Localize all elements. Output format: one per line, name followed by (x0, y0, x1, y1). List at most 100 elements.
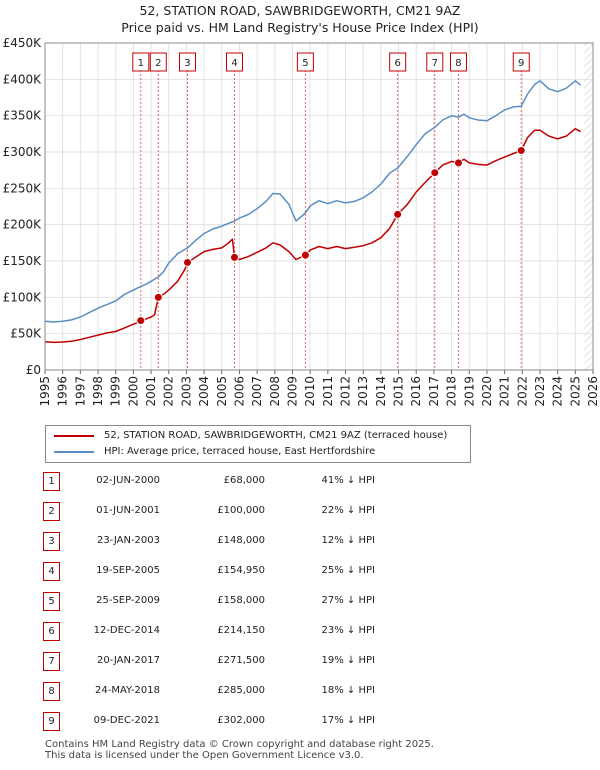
grid (44, 42, 594, 371)
sale-number: 2 (43, 502, 60, 521)
sale-price: £271,500 (217, 655, 265, 666)
sale-2-label-box (149, 52, 167, 72)
axes: £0 £50K £100K £150K £200K £250K £300K £350K £400… (3, 36, 600, 407)
future-hatch-area (584, 43, 593, 370)
x-tick-label: 2007 (250, 376, 264, 407)
sale-date: 23-JAN-2003 (96, 535, 160, 546)
x-tick-label: 2019 (462, 376, 476, 407)
y-tick-label: £450K (3, 36, 43, 50)
x-tick-label: 2020 (480, 376, 494, 407)
x-tick-label: 2015 (392, 376, 406, 407)
sale-number: 7 (43, 652, 60, 671)
sale-8-label: 8 (449, 52, 467, 72)
chart-title: 52, STATION ROAD, SAWBRIDGEWORTH, CM21 9… (0, 2, 600, 36)
sale-hpi-diff: 12% ↓ HPI (321, 535, 375, 546)
sale-3-label-text: 3 (184, 58, 190, 69)
sale-hpi-diff: 25% ↓ HPI (321, 565, 375, 576)
sale-5-label-box (296, 52, 314, 72)
x-tick-label: 2016 (409, 376, 423, 407)
legend-property-label: 52, STATION ROAD, SAWBRIDGEWORTH, CM21 9… (104, 430, 448, 441)
sale-hpi-diff: 17% ↓ HPI (321, 715, 375, 726)
sale-9-label: 9 (512, 52, 530, 72)
sale-price: £285,000 (217, 685, 265, 696)
sale-hpi-diff: 41% ↓ HPI (321, 475, 375, 486)
x-tick-label: 2008 (268, 376, 282, 407)
x-tick-label: 1996 (56, 376, 70, 407)
sale-6-marker (393, 209, 403, 219)
y-tick-label: £50K (10, 327, 42, 341)
footer-licence: This data is licensed under the Open Gov… (45, 750, 364, 761)
legend-property-swatch (54, 435, 94, 437)
sale-row: 6 12-DEC-2014 £214,150 23% ↓ HPI (0, 622, 600, 642)
x-tick-label: 2003 (179, 376, 193, 407)
title-address: 52, STATION ROAD, SAWBRIDGEWORTH, CM21 9… (139, 3, 461, 18)
sale-6-label-text: 6 (394, 58, 400, 69)
x-tick-label: 1998 (91, 376, 105, 407)
sale-7-label-text: 7 (432, 58, 438, 69)
sale-number: 4 (43, 562, 60, 581)
x-tick-label: 2006 (232, 376, 246, 407)
sale-row: 5 25-SEP-2009 £158,000 27% ↓ HPI (0, 592, 600, 612)
x-tick-label: 2014 (374, 376, 388, 407)
footer: Contains HM Land Registry data © Crown c… (45, 739, 434, 761)
x-tick-label: 2009 (285, 376, 299, 407)
sale-9-label-text: 9 (518, 58, 524, 69)
sale-row: 7 20-JAN-2017 £271,500 19% ↓ HPI (0, 652, 600, 672)
x-tick-label: 2011 (321, 376, 335, 407)
x-tick-label: 2018 (445, 376, 459, 407)
x-tick-label: 2021 (498, 376, 512, 407)
sale-price: £154,950 (217, 565, 265, 576)
sale-2-label-text: 2 (155, 58, 161, 69)
footer-copyright: Contains HM Land Registry data © Crown c… (45, 739, 434, 750)
x-tick-label: 2025 (568, 376, 582, 407)
sale-number: 1 (43, 472, 60, 491)
sale-date: 02-JUN-2000 (96, 475, 160, 486)
y-tick-label: £0 (26, 363, 41, 377)
sale-5-label-text: 5 (302, 58, 308, 69)
sale-hpi-diff: 19% ↓ HPI (321, 655, 375, 666)
sale-6-label: 6 (389, 52, 407, 72)
sale-date: 01-JUN-2001 (96, 505, 160, 516)
x-tick-label: 2005 (215, 376, 229, 407)
y-tick-label: £200K (3, 218, 43, 232)
sale-price: £68,000 (223, 475, 265, 486)
sale-hpi-diff: 22% ↓ HPI (321, 505, 375, 516)
sale-4-label: 4 (226, 52, 244, 72)
y-tick-label: £350K (3, 109, 43, 123)
sale-5-label: 5 (296, 52, 314, 72)
sale-7-label-box (426, 52, 444, 72)
sale-row: 9 09-DEC-2021 £302,000 17% ↓ HPI (0, 712, 600, 732)
sale-price: £158,000 (217, 595, 265, 606)
sale-date: 12-DEC-2014 (93, 625, 160, 636)
x-tick-label: 1999 (109, 376, 123, 407)
y-tick-label: £150K (3, 254, 43, 268)
sale-8-label-box (449, 52, 467, 72)
sale-2-label: 2 (149, 52, 167, 72)
x-tick-label: 2000 (126, 376, 140, 407)
sale-number: 3 (43, 532, 60, 551)
x-tick-label: 2010 (303, 376, 317, 407)
hpi-line (44, 80, 582, 323)
sale-price: £148,000 (217, 535, 265, 546)
plot-background (45, 43, 593, 370)
sale-price: £302,000 (217, 715, 265, 726)
x-tick-label: 1995 (38, 376, 52, 407)
y-tick-label: £100K (3, 290, 43, 304)
sale-4-label-box (226, 52, 244, 72)
legend-hpi-label: HPI: Average price, terraced house, East… (104, 446, 376, 457)
sale-5-marker (300, 250, 310, 260)
sale-8-label-text: 8 (455, 58, 461, 69)
sale-6-label-box (389, 52, 407, 72)
y-tick-label: £400K (3, 72, 43, 86)
y-tick-label: £250K (3, 181, 43, 195)
sale-row: 3 23-JAN-2003 £148,000 12% ↓ HPI (0, 532, 600, 552)
sale-7-marker (430, 168, 440, 178)
sale-date: 24-MAY-2018 (94, 685, 160, 696)
sale-date: 25-SEP-2009 (96, 595, 160, 606)
sale-price: £100,000 (217, 505, 265, 516)
sale-row: 2 01-JUN-2001 £100,000 22% ↓ HPI (0, 502, 600, 522)
legend-hpi-swatch (54, 451, 94, 453)
sale-hpi-diff: 27% ↓ HPI (321, 595, 375, 606)
x-tick-label: 2004 (197, 376, 211, 407)
sale-number: 9 (43, 712, 60, 731)
